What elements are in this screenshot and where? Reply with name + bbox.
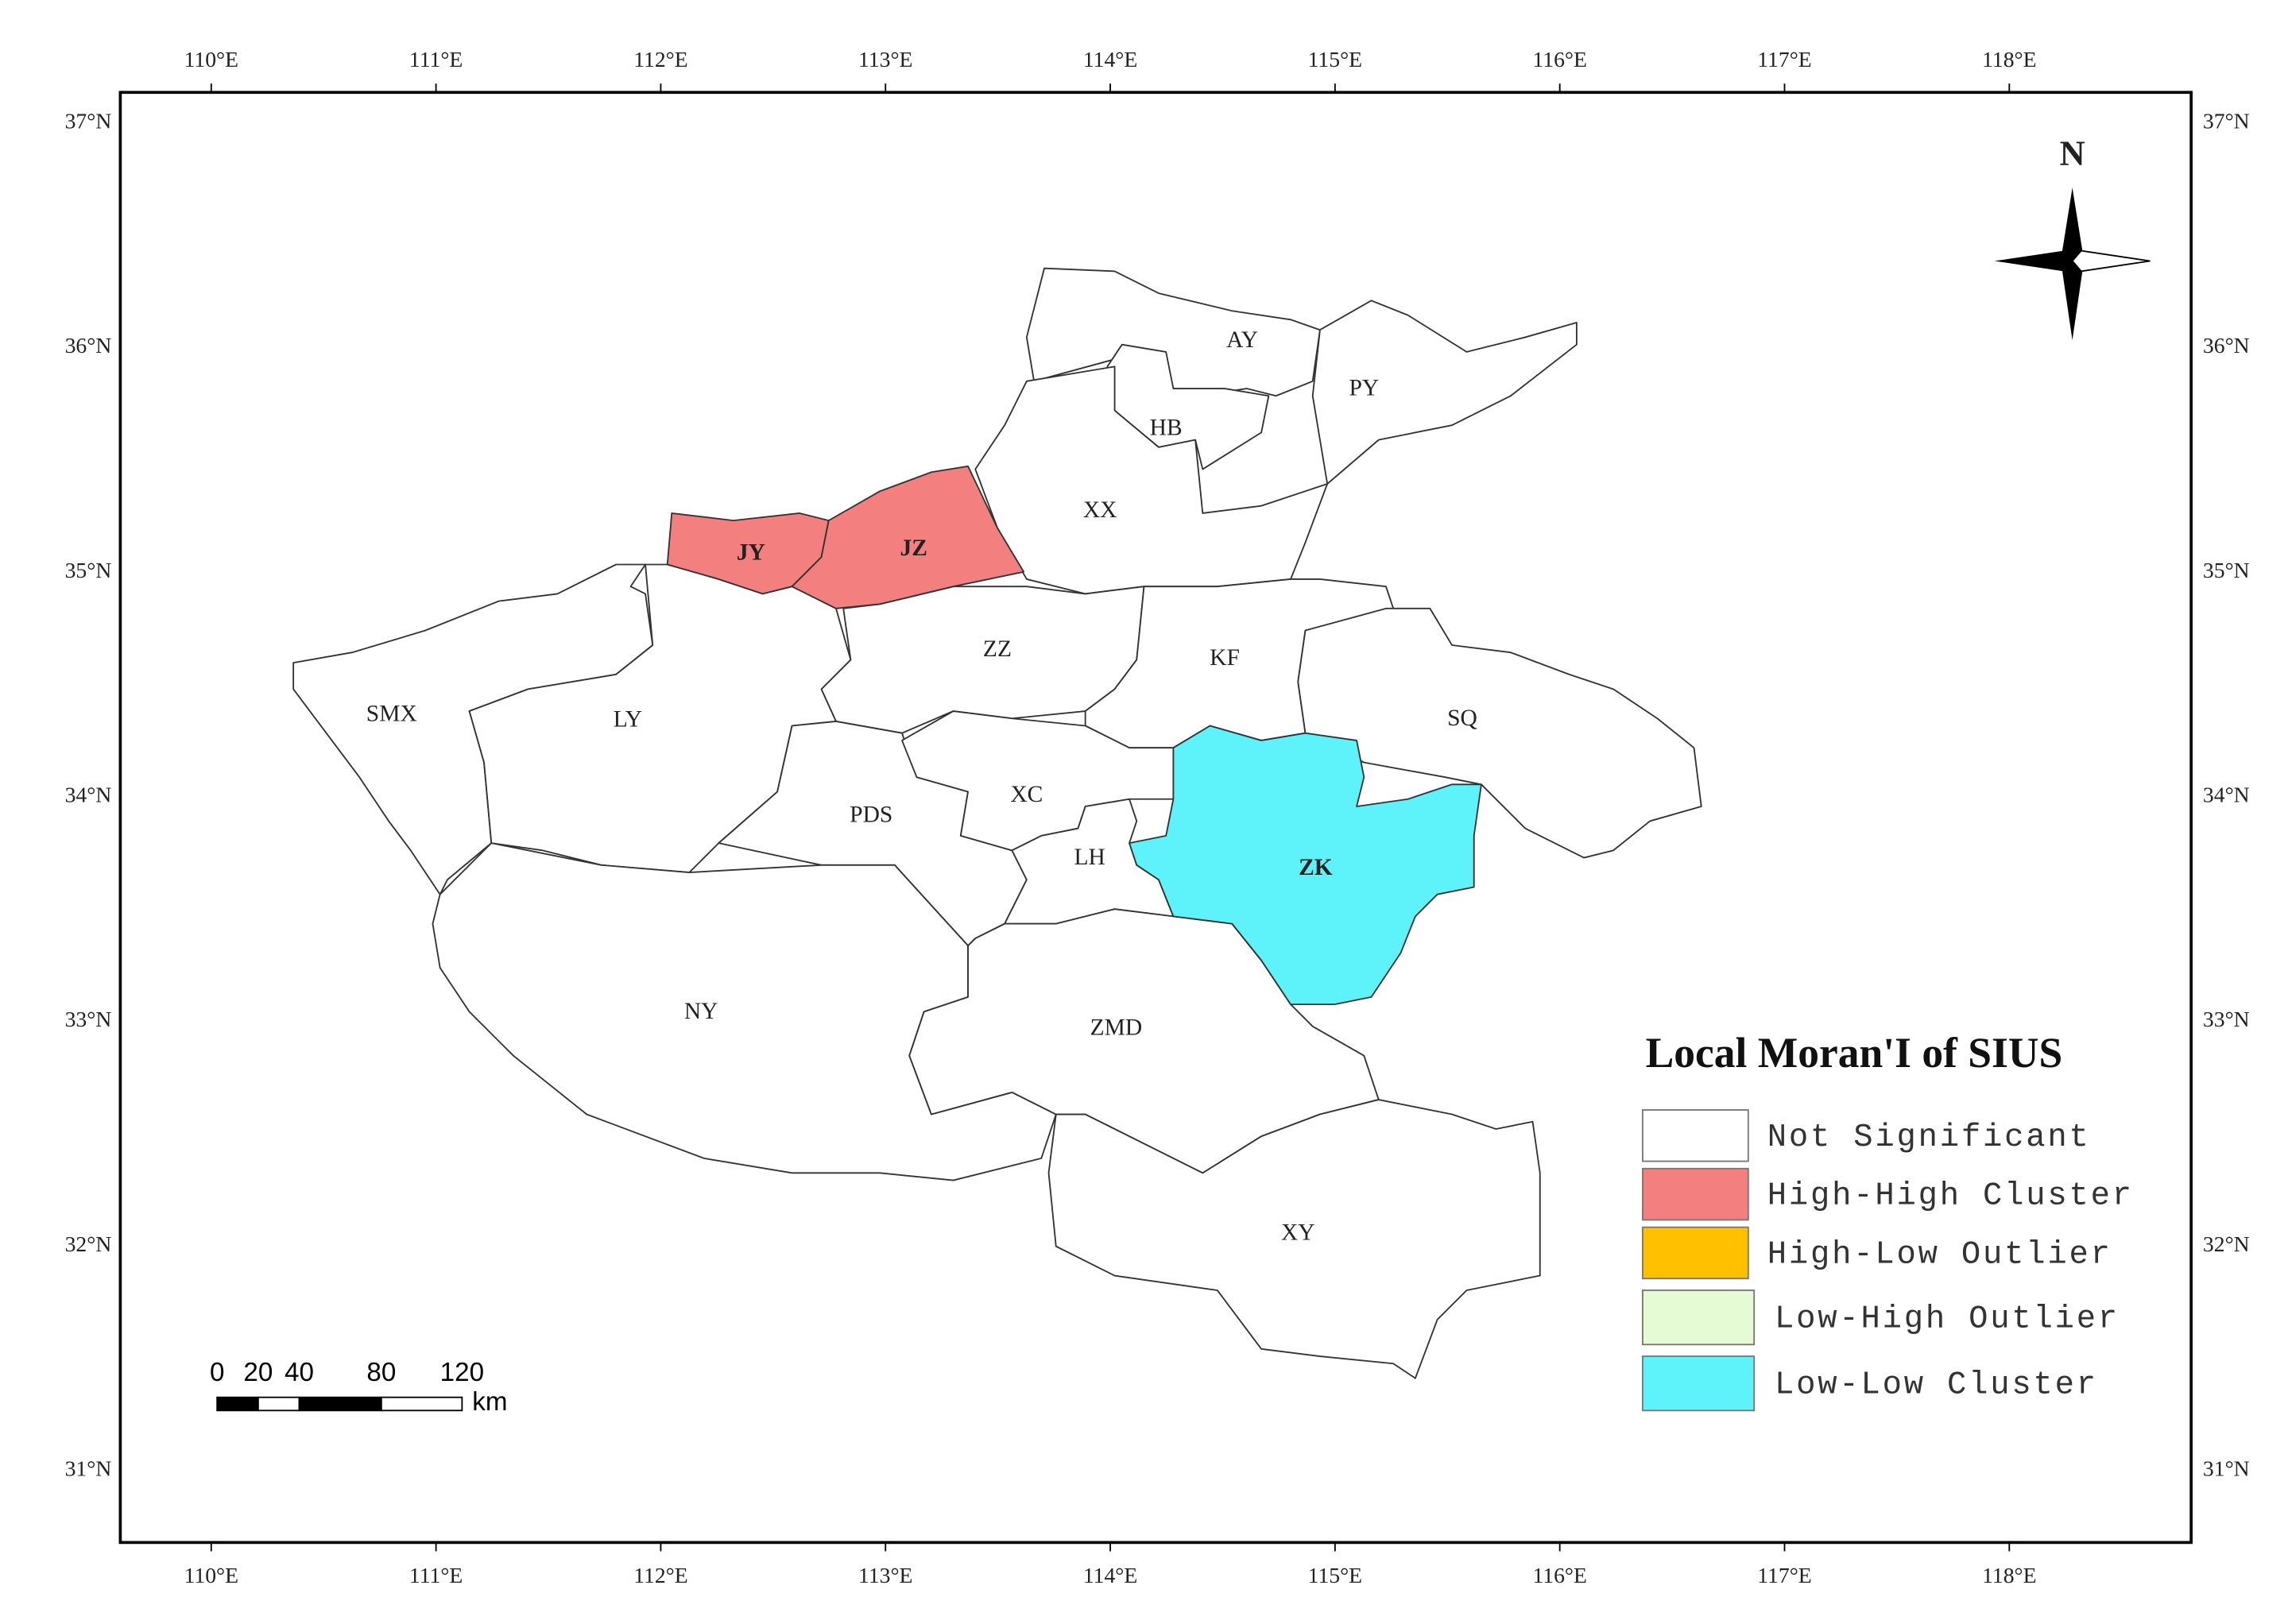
region-label: KF xyxy=(1210,645,1240,671)
lon-label: 115°E xyxy=(1308,1563,1362,1587)
region-label: ZK xyxy=(1299,855,1333,880)
scale-label: 80 xyxy=(366,1358,396,1387)
lon-label: 115°E xyxy=(1308,47,1362,72)
scale-label: 40 xyxy=(285,1358,314,1387)
lat-label: 33°N xyxy=(65,1007,112,1031)
lon-label: 112°E xyxy=(633,1563,687,1587)
lon-label: 118°E xyxy=(1982,47,2036,72)
north-arrow: N xyxy=(1994,134,2151,341)
lat-label: 33°N xyxy=(2203,1007,2250,1031)
region-label: ZMD xyxy=(1090,1015,1143,1040)
region-label: PY xyxy=(1349,376,1379,401)
scale-bar: km xyxy=(216,1387,508,1417)
legend-label: Low-High Outlier xyxy=(1775,1301,2120,1338)
lon-label: 116°E xyxy=(1532,47,1586,72)
lon-label: 112°E xyxy=(633,47,687,72)
region-label: XX xyxy=(1083,497,1117,523)
lon-label: 117°E xyxy=(1757,1563,1811,1587)
lat-label: 36°N xyxy=(2203,333,2250,358)
region-label: JY xyxy=(737,539,765,565)
lat-label: 34°N xyxy=(65,783,112,807)
region xyxy=(1047,1099,1541,1379)
region xyxy=(1297,607,1702,859)
lon-label: 114°E xyxy=(1083,1563,1137,1587)
lon-label: 111°E xyxy=(409,1563,463,1587)
region xyxy=(974,365,1329,595)
region-label: SQ xyxy=(1447,706,1477,731)
lat-label: 32°N xyxy=(65,1232,112,1256)
region-label: NY xyxy=(684,999,718,1024)
lat-label: 31°N xyxy=(2203,1456,2250,1481)
lon-label: 114°E xyxy=(1083,47,1137,72)
region-label: AY xyxy=(1226,327,1258,353)
legend-title: Local Moran'I of SIUS xyxy=(1646,1029,2063,1077)
lat-label: 36°N xyxy=(65,333,112,358)
lon-label: 113°E xyxy=(858,1563,912,1587)
legend-swatch xyxy=(1642,1355,1756,1412)
region-label: PDS xyxy=(850,802,892,828)
region xyxy=(791,465,1025,609)
lon-label: 111°E xyxy=(409,47,463,72)
legend-swatch xyxy=(1642,1167,1749,1221)
region-label: SMX xyxy=(366,701,417,726)
lat-label: 37°N xyxy=(65,108,112,133)
legend-label: High-High Cluster xyxy=(1767,1178,2134,1215)
scale-label: 20 xyxy=(243,1358,273,1387)
region xyxy=(1129,725,1482,1006)
legend-swatch xyxy=(1642,1226,1749,1280)
regions: AY HB PY XX JY JZ ZZ KF SQ ZK SMX LY PDS XC LH NY ZMD XY xyxy=(292,267,1702,1379)
legend-label: Not Significant xyxy=(1767,1119,2091,1156)
region-label: LY xyxy=(614,707,642,733)
lat-label: 35°N xyxy=(2203,558,2250,582)
legend-label: Low-Low Cluster xyxy=(1775,1367,2098,1404)
region-label: XC xyxy=(1010,782,1043,807)
lon-label: 118°E xyxy=(1982,1563,2036,1587)
legend-label: High-Low Outlier xyxy=(1767,1236,2112,1273)
lon-label: 117°E xyxy=(1757,47,1811,72)
lon-label: 110°E xyxy=(184,1563,238,1587)
lon-label: 116°E xyxy=(1532,1563,1586,1587)
legend-swatch xyxy=(1642,1109,1749,1162)
region-label: ZZ xyxy=(983,636,1012,662)
lat-label: 34°N xyxy=(2203,783,2250,807)
region-label: LH xyxy=(1074,845,1105,870)
legend-swatch xyxy=(1642,1290,1756,1346)
region-label: XY xyxy=(1281,1220,1315,1246)
lat-label: 35°N xyxy=(65,558,112,582)
lon-label: 110°E xyxy=(184,47,238,72)
scale-unit: km xyxy=(472,1387,507,1417)
region-label: HB xyxy=(1150,415,1183,440)
lat-label: 37°N xyxy=(2203,108,2250,133)
lat-label: 32°N xyxy=(2203,1232,2250,1256)
scale-label: 0 xyxy=(210,1358,224,1387)
lat-label: 31°N xyxy=(65,1456,112,1481)
scale-label: 120 xyxy=(440,1358,484,1387)
region-label: JZ xyxy=(900,536,927,561)
region xyxy=(1025,267,1321,419)
north-label: N xyxy=(2060,134,2085,173)
lon-label: 113°E xyxy=(858,47,912,72)
